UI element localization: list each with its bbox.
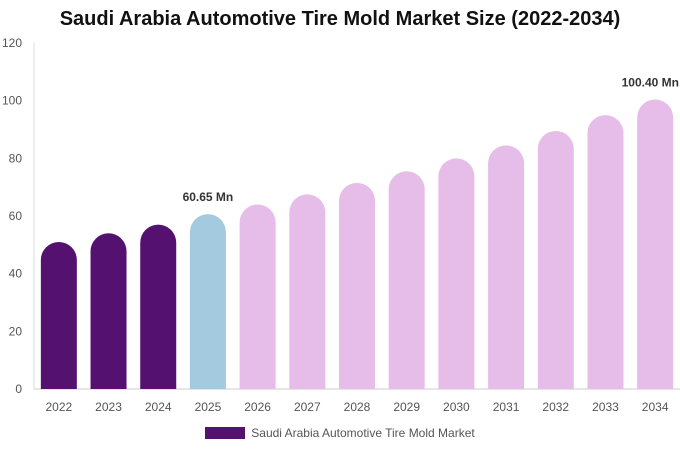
x-tick-label: 2024 [145,400,172,414]
data-label: 100.40 Mn [622,76,679,90]
bar-2026 [239,204,276,389]
x-tick-label: 2028 [344,400,371,414]
x-tick-label: 2029 [393,400,420,414]
bar-2027 [289,194,326,389]
y-tick-label: 120 [2,36,22,50]
bar-2033 [587,115,624,390]
bar-2030 [438,158,475,389]
legend-swatch [205,427,246,439]
y-tick-label: 80 [9,151,23,165]
bar-2034 [637,99,674,389]
bar-2032 [537,130,574,390]
x-tick-label: 2032 [542,400,569,414]
bar-2025 [189,214,226,389]
bar-2028 [339,182,375,389]
x-tick-label: 2022 [45,400,72,414]
bar-2031 [488,145,525,389]
x-tick-label: 2026 [244,400,271,414]
bar-2022 [40,241,77,389]
legend: Saudi Arabia Automotive Tire Mold Market [0,426,680,440]
data-label: 60.65 Mn [183,190,234,204]
x-tick-label: 2033 [592,400,619,414]
chart-title: Saudi Arabia Automotive Tire Mold Market… [59,8,621,30]
x-tick-label: 2025 [195,400,222,414]
x-tick-label: 2023 [95,400,122,414]
x-tick-label: 2034 [642,400,669,414]
x-tick-label: 2030 [443,400,470,414]
y-tick-label: 20 [9,324,23,338]
x-tick-label: 2031 [493,400,520,414]
bar-2024 [140,224,177,389]
y-tick-label: 40 [9,267,23,281]
y-tick-label: 100 [2,94,22,108]
legend-label: Saudi Arabia Automotive Tire Mold Market [251,426,475,440]
x-tick-label: 2027 [294,400,321,414]
y-tick-label: 60 [9,209,23,223]
bar-2029 [388,171,425,389]
y-tick-label: 0 [15,382,22,396]
bar-2023 [90,233,127,389]
